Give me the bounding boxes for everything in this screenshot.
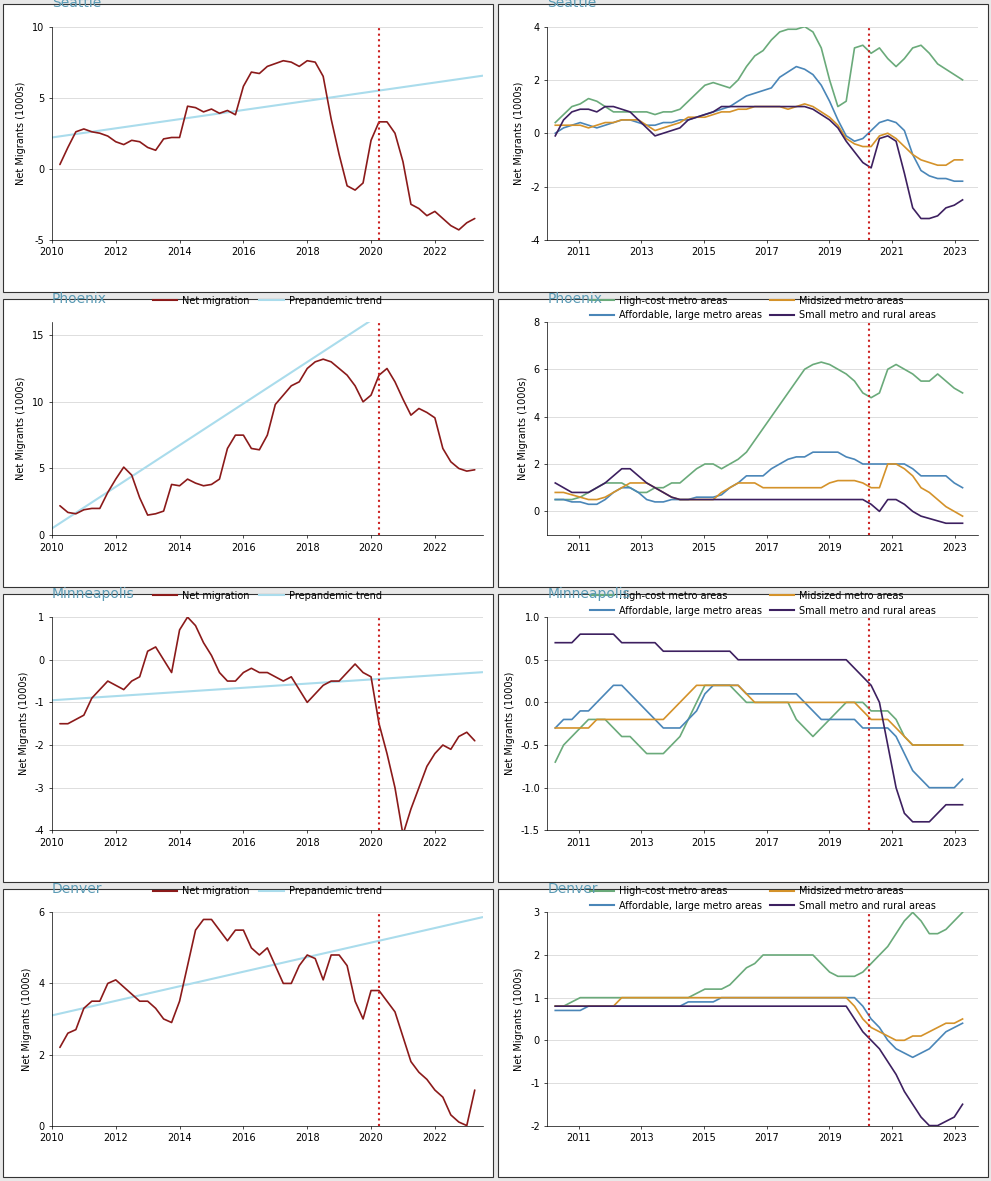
Y-axis label: Net Migrants (1000s): Net Migrants (1000s) [505,672,515,776]
Legend: Net migration, Prepandemic trend: Net migration, Prepandemic trend [150,587,385,605]
Text: Denver: Denver [547,882,598,896]
Y-axis label: Net Migrants (1000s): Net Migrants (1000s) [19,672,29,776]
Text: Seattle: Seattle [547,0,597,11]
Text: Minneapolis: Minneapolis [547,587,630,601]
Text: Phoenix: Phoenix [52,292,107,306]
Text: Minneapolis: Minneapolis [52,587,135,601]
Text: Denver: Denver [52,882,102,896]
Legend: High-cost metro areas, Affordable, large metro areas, Midsized metro areas, Smal: High-cost metro areas, Affordable, large… [586,587,939,620]
Y-axis label: Net Migrants (1000s): Net Migrants (1000s) [23,967,33,1071]
Y-axis label: Net Migrants (1000s): Net Migrants (1000s) [17,81,27,185]
Legend: High-cost metro areas, Affordable, large metro areas, Midsized metro areas, Smal: High-cost metro areas, Affordable, large… [586,882,939,915]
Y-axis label: Net Migrants (1000s): Net Migrants (1000s) [514,967,524,1071]
Y-axis label: Net Migrants (1000s): Net Migrants (1000s) [514,81,524,185]
Text: Seattle: Seattle [52,0,101,11]
Legend: Net migration, Prepandemic trend: Net migration, Prepandemic trend [150,292,385,309]
Y-axis label: Net Migrants (1000s): Net Migrants (1000s) [518,377,528,481]
Legend: High-cost metro areas, Affordable, large metro areas, Midsized metro areas, Smal: High-cost metro areas, Affordable, large… [586,1177,939,1181]
Legend: Net migration, Prepandemic trend: Net migration, Prepandemic trend [150,1177,385,1181]
Legend: Net migration, Prepandemic trend: Net migration, Prepandemic trend [150,882,385,900]
Legend: High-cost metro areas, Affordable, large metro areas, Midsized metro areas, Smal: High-cost metro areas, Affordable, large… [586,292,939,325]
Y-axis label: Net Migrants (1000s): Net Migrants (1000s) [17,377,27,481]
Text: Phoenix: Phoenix [547,292,603,306]
